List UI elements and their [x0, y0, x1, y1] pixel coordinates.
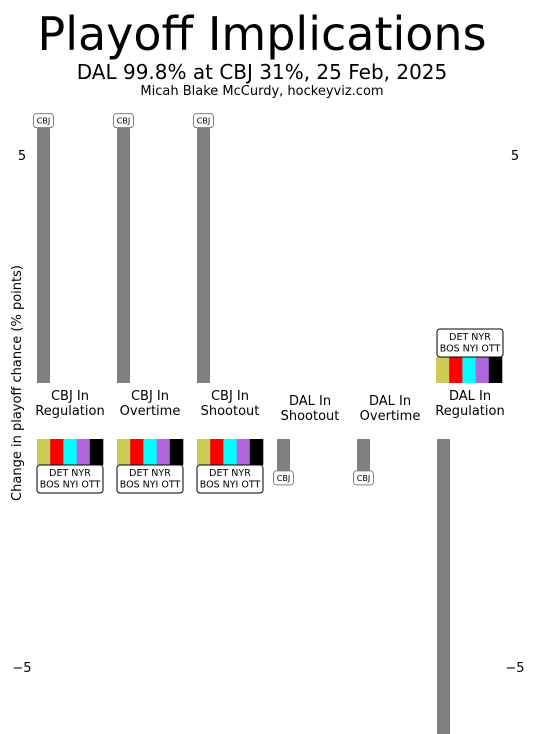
category-label: Regulation — [35, 404, 104, 419]
bar-team-label: CBJ — [37, 117, 50, 126]
main-team-bar — [357, 439, 370, 471]
main-team-bar — [37, 127, 50, 383]
bar-team-label: CBJ — [117, 117, 130, 126]
y-tick-left: −5 — [12, 661, 31, 676]
other-team-swatch — [37, 439, 51, 465]
category-label: Shootout — [281, 409, 340, 424]
category-label: DAL In — [449, 389, 491, 404]
y-axis-label: Change in playoff chance (% points) — [10, 265, 25, 501]
other-teams-label: DET NYR — [129, 468, 171, 479]
other-team-swatch — [169, 439, 184, 465]
chart-credit: Micah Blake McCurdy, hockeyviz.com — [140, 84, 383, 99]
category-label: Shootout — [201, 404, 260, 419]
other-team-swatch — [76, 439, 91, 465]
y-tick-left: 5 — [18, 149, 26, 164]
category-label: Regulation — [435, 404, 504, 419]
other-teams-box — [116, 464, 184, 494]
other-team-swatch — [63, 439, 77, 465]
other-teams-label: BOS NYI OTT — [40, 480, 101, 491]
main-team-bar — [197, 127, 210, 383]
bar-team-tag — [193, 113, 214, 129]
other-team-swatch — [488, 357, 503, 383]
bar-team-label: CBJ — [277, 474, 290, 483]
chart-subtitle: DAL 99.8% at CBJ 31%, 25 Feb, 2025 — [77, 60, 448, 84]
other-team-swatch — [449, 357, 463, 383]
main-team-bar — [117, 127, 130, 383]
other-team-swatch — [197, 439, 211, 465]
other-team-swatch — [223, 439, 237, 465]
other-teams-label: DET NYR — [449, 332, 491, 343]
bar-team-tag — [113, 113, 134, 129]
other-teams-label: BOS NYI OTT — [440, 344, 501, 355]
main-team-bar — [437, 439, 450, 734]
category-label: Overtime — [360, 409, 421, 424]
other-teams-box — [436, 328, 504, 358]
other-teams-label: BOS NYI OTT — [120, 480, 181, 491]
category-label: DAL In — [289, 394, 331, 409]
other-team-swatch — [249, 439, 264, 465]
other-teams-box — [36, 464, 104, 494]
category-label: CBJ In — [211, 389, 249, 404]
other-team-swatch — [117, 439, 131, 465]
other-team-swatch — [143, 439, 157, 465]
other-team-swatch — [475, 357, 490, 383]
other-teams-label: BOS NYI OTT — [200, 480, 261, 491]
other-team-swatch — [436, 357, 450, 383]
bar-team-label: CBJ — [357, 474, 370, 483]
other-team-swatch — [156, 439, 171, 465]
bar-team-tag — [273, 470, 294, 486]
other-team-swatch — [130, 439, 144, 465]
bar-team-label: CBJ — [197, 117, 210, 126]
chart-title: Playoff Implications — [37, 7, 486, 61]
other-team-swatch — [462, 357, 476, 383]
bar-team-tag — [33, 113, 54, 129]
other-team-swatch — [236, 439, 251, 465]
category-label: CBJ In — [131, 389, 169, 404]
y-tick-right: 5 — [511, 149, 519, 164]
other-teams-box — [196, 464, 264, 494]
other-teams-label: DET NYR — [49, 468, 91, 479]
bar-team-tag — [353, 470, 374, 486]
category-label: DAL In — [369, 394, 411, 409]
category-label: CBJ In — [51, 389, 89, 404]
other-team-swatch — [89, 439, 104, 465]
main-team-bar — [277, 439, 290, 471]
other-team-swatch — [50, 439, 64, 465]
y-tick-right: −5 — [505, 661, 524, 676]
category-label: Overtime — [120, 404, 181, 419]
other-team-swatch — [210, 439, 224, 465]
other-teams-label: DET NYR — [209, 468, 251, 479]
